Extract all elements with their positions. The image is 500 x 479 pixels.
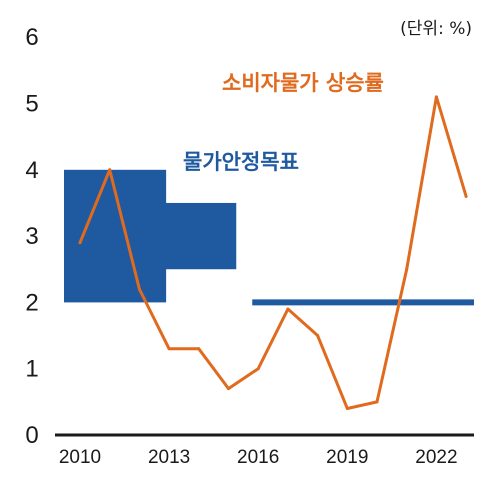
target-band-2	[150, 202, 237, 270]
cpi-point-2017	[286, 307, 290, 311]
cpi-series-label: 소비자물가 상승률	[222, 71, 384, 95]
cpi-point-2021	[405, 267, 409, 271]
cpi-point-2018	[316, 334, 320, 338]
cpi-point-2010	[78, 241, 82, 245]
cpi-point-2023	[464, 194, 468, 198]
x-tick-label-2022: 2022	[415, 447, 457, 468]
cpi-point-2014	[197, 347, 201, 351]
cpi-point-2012	[137, 287, 141, 291]
x-tick-label-2013: 2013	[148, 447, 190, 468]
cpi-point-2022	[434, 95, 438, 99]
y-tick-label-5: 5	[25, 91, 38, 118]
y-tick-label-4: 4	[25, 157, 38, 184]
cpi-point-2013	[167, 347, 171, 351]
cpi-point-2011	[108, 168, 112, 172]
cpi-point-2015	[227, 387, 230, 391]
x-tick-label-2010: 2010	[59, 447, 101, 468]
y-tick-label-1: 1	[25, 356, 38, 383]
cpi-series-layer	[78, 95, 468, 410]
cpi-point-2016	[256, 367, 260, 371]
label-layer: (단위: %) 소비자물가 상승률 물가안정목표	[183, 19, 472, 174]
y-tick-label-2: 2	[25, 289, 38, 316]
y-tick-label-0: 0	[25, 422, 38, 449]
cpi-line	[78, 95, 468, 410]
cpi-point-2020	[375, 400, 379, 404]
y-tick-label-3: 3	[25, 223, 38, 250]
target-label: 물가안정목표	[183, 150, 299, 174]
unit-label: (단위: %)	[400, 19, 472, 39]
y-tick-label-6: 6	[25, 24, 38, 51]
x-tick-label-2016: 2016	[237, 447, 279, 468]
x-tick-label-2019: 2019	[326, 447, 368, 468]
axis-layer: 0 1 2 3 4 5 6 2010 2013 2016 2019 2022	[25, 24, 474, 468]
cpi-point-2019	[345, 406, 349, 410]
